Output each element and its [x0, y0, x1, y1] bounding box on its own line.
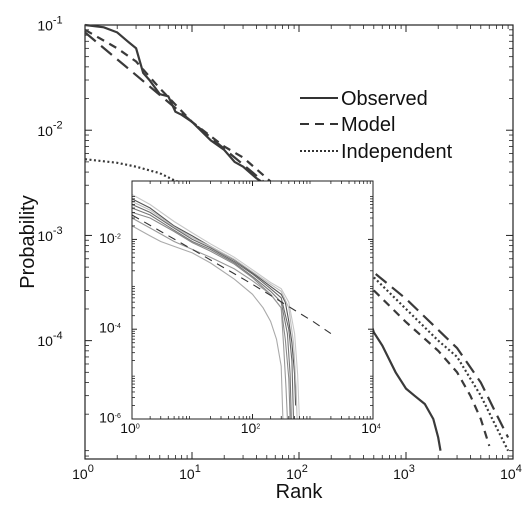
inset-line-series-1 — [131, 198, 297, 406]
x-axis-title: Rank — [276, 481, 324, 503]
inset-line-series-7 — [131, 201, 298, 420]
inset-x-tick-labels: 100 102 104 — [120, 420, 381, 436]
inset-line-series-6 — [131, 225, 284, 420]
inset-line-series-2 — [131, 203, 295, 420]
main-x-tick-label: 104 — [500, 463, 522, 482]
inset-y-tick-label: 10-4 — [99, 320, 121, 336]
legend: Observed Model Independent — [300, 88, 453, 163]
inset-y-tick-label: 10-2 — [99, 230, 121, 246]
main-y-tick-label: 10-2 — [37, 120, 62, 139]
main-y-tick-label: 10-1 — [37, 14, 62, 33]
inset-line-series-5 — [131, 217, 288, 420]
inset-x-tick-label: 104 — [361, 420, 381, 436]
main-y-tick-label: 10-3 — [37, 225, 62, 244]
main-y-tick-label: 10-4 — [37, 330, 62, 349]
inset-line-series-8 — [131, 194, 300, 420]
main-x-tick-labels: 100 101 102 103 104 — [72, 463, 522, 482]
inset-tick-marks — [131, 180, 374, 420]
inset-y-tick-labels: 10-2 10-4 10-6 — [99, 230, 121, 426]
legend-label-observed: Observed — [341, 88, 428, 110]
legend-label-independent: Independent — [341, 141, 453, 163]
y-axis-title: Probability — [17, 195, 39, 288]
main-line-model-fit — [84, 31, 510, 438]
inset-x-tick-label: 100 — [120, 420, 140, 436]
main-x-tick-label: 102 — [286, 463, 308, 482]
inset-x-tick-label: 102 — [241, 420, 261, 436]
inset-line-series-3 — [131, 207, 292, 420]
legend-label-model: Model — [341, 114, 395, 136]
inset-line-series-9 — [131, 214, 332, 335]
inset-y-tick-label: 10-6 — [99, 410, 121, 426]
inset-line-series-4 — [131, 211, 291, 420]
main-x-tick-label: 103 — [393, 463, 415, 482]
main-tick-marks — [84, 24, 514, 459]
main-x-tick-label: 100 — [72, 463, 94, 482]
inset-plot: 100 102 104 10-2 10-4 10-6 — [99, 180, 381, 436]
legend-entry-observed: Observed — [300, 88, 428, 110]
main-y-tick-labels: 10-1 10-2 10-3 10-4 — [37, 14, 62, 349]
legend-entry-independent: Independent — [300, 141, 453, 163]
inset-series-lines — [131, 194, 332, 420]
main-x-tick-label: 101 — [179, 463, 201, 482]
legend-entry-model: Model — [300, 114, 395, 136]
